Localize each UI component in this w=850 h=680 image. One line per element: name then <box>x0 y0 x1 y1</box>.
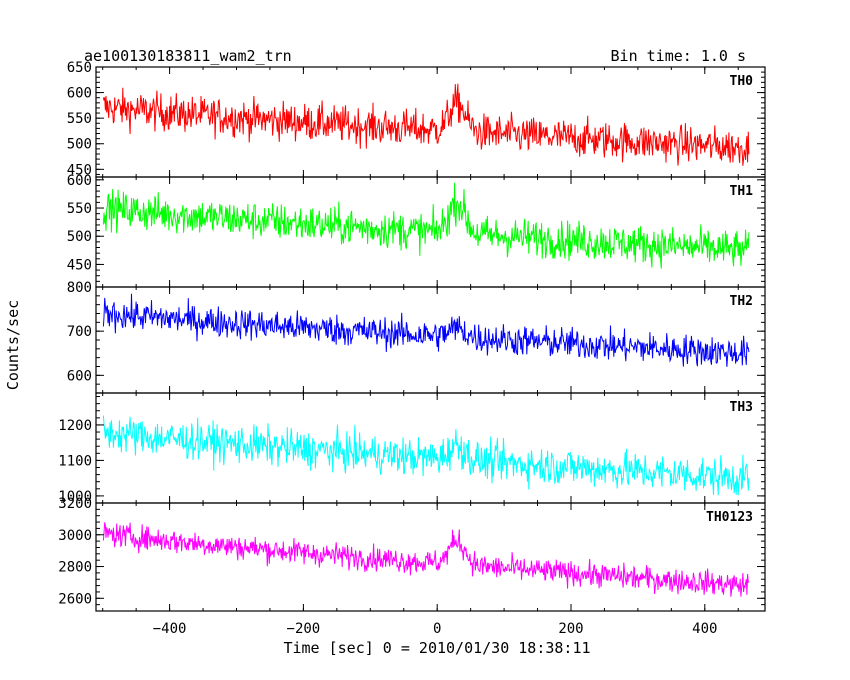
series-th2 <box>102 293 750 367</box>
y-tick-label: 1100 <box>58 453 92 469</box>
y-tick-label: 500 <box>67 137 92 153</box>
x-axis-title: Time [sec] 0 = 2010/01/30 18:38:11 <box>283 639 590 657</box>
panel-label: TH3 <box>730 400 753 415</box>
y-tick-label: 700 <box>67 324 92 340</box>
panel-th3: 1000 1100 1200 TH3 <box>58 392 766 505</box>
x-tick-label: −400 <box>153 621 187 637</box>
y-tick-label: 550 <box>67 111 92 127</box>
panel-label: TH0123 <box>706 510 753 525</box>
panel-th0: 450 500 550 600 650 TH0 <box>67 60 766 178</box>
y-tick-label: 1000 <box>58 489 92 505</box>
panel-th2: 600 700 800 TH2 <box>67 280 766 394</box>
y-tick-label: 600 <box>67 86 92 102</box>
panels-group: 450 500 550 600 650 TH0 450 500 550 600 TH1 600 700 8… <box>58 60 766 612</box>
y-tick-label: 600 <box>67 173 92 189</box>
x-tick-label: 400 <box>692 621 717 637</box>
x-tick-label: 200 <box>558 621 583 637</box>
y-tick-label: 2800 <box>58 560 92 576</box>
panel-label: TH2 <box>730 294 753 309</box>
y-tick-label: 550 <box>67 201 92 217</box>
y-tick-label: 2600 <box>58 591 92 607</box>
y-tick-label: 1200 <box>58 418 92 434</box>
series-th0123 <box>102 522 750 597</box>
series-th0 <box>102 83 750 166</box>
panel-label: TH0 <box>730 74 754 89</box>
chart-title: ae100130183811_wam2_trn <box>84 47 292 65</box>
y-tick-label: 800 <box>67 280 92 296</box>
y-tick-label: 3200 <box>58 496 92 512</box>
panel-th1: 450 500 550 600 TH1 <box>67 173 766 288</box>
x-axis-ticks: −400 −200 0 200 400 <box>153 621 718 637</box>
y-tick-label: 650 <box>67 60 92 76</box>
y-tick-label: 500 <box>67 229 92 245</box>
panel-label: TH1 <box>730 184 754 199</box>
y-tick-label: 450 <box>67 162 92 178</box>
panel-frame <box>95 176 766 288</box>
panel-th0123: 2600 2800 3000 3200 TH0123 <box>58 496 766 612</box>
x-tick-label: 0 <box>433 621 441 637</box>
series-th1 <box>102 182 750 269</box>
bin-time-label: Bin time: 1.0 s <box>611 47 746 65</box>
panel-frame <box>95 502 766 612</box>
y-axis-title: Counts/sec <box>4 300 22 390</box>
series-th3 <box>102 415 750 496</box>
y-tick-label: 450 <box>67 257 92 273</box>
y-tick-label: 3000 <box>58 528 92 544</box>
y-tick-label: 600 <box>67 368 92 384</box>
x-tick-label: −200 <box>287 621 321 637</box>
